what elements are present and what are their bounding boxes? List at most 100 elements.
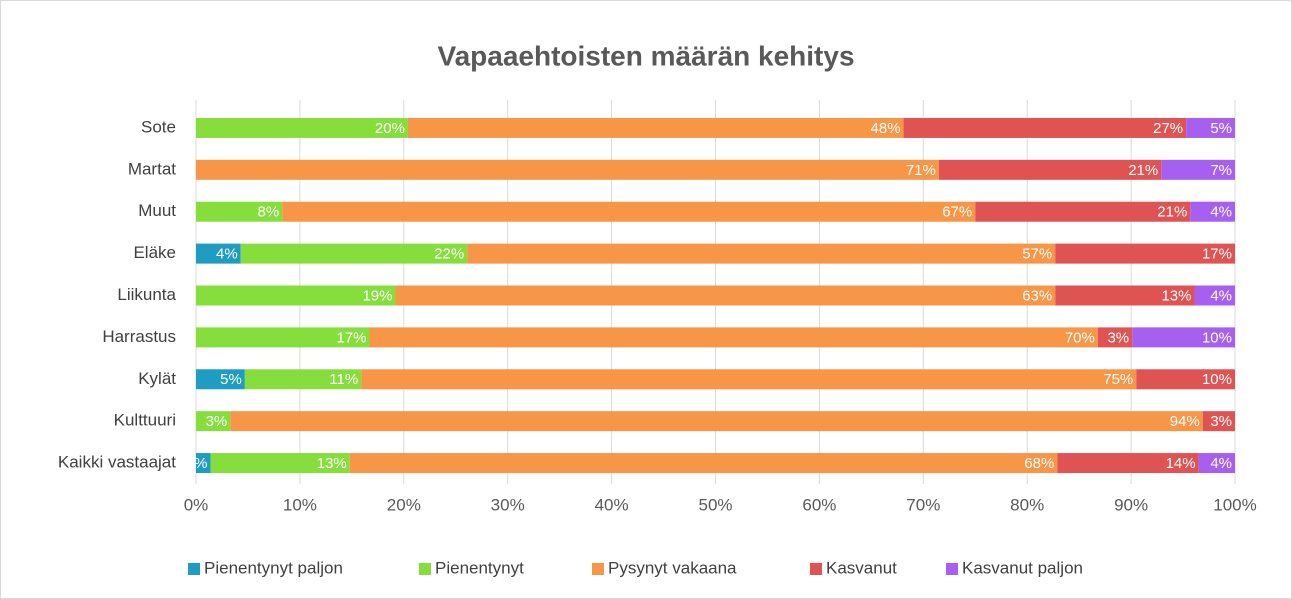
legend-label: Kasvanut paljon — [962, 558, 1083, 577]
y-tick-label: Kulttuuri — [114, 411, 176, 430]
y-tick-label: Kaikki vastaajat — [58, 453, 176, 472]
bar-segment — [196, 453, 211, 474]
data-label: 63% — [1022, 287, 1052, 304]
data-label: 10% — [1202, 371, 1232, 388]
bar-segment — [1136, 369, 1235, 390]
data-label: 3% — [1107, 329, 1129, 346]
bar-segment — [1190, 201, 1235, 222]
bar-segment — [1161, 159, 1235, 180]
bar-segment — [196, 159, 939, 180]
bar-segment — [196, 117, 408, 138]
bar-segment — [938, 159, 1162, 180]
bar-segment — [1186, 117, 1235, 138]
data-label: 57% — [1022, 246, 1052, 263]
bar-segment — [196, 243, 241, 264]
x-tick-label: 40% — [595, 495, 629, 514]
data-label: 4% — [216, 246, 238, 263]
data-label: 71% — [906, 162, 936, 179]
x-tick-label: 0% — [184, 495, 209, 514]
bar-segment — [230, 411, 1203, 432]
data-label: 14% — [1166, 455, 1196, 472]
bar-segment — [1055, 285, 1195, 306]
data-label: 75% — [1103, 371, 1133, 388]
bar-segment — [282, 201, 976, 222]
bar-segment — [395, 285, 1056, 306]
data-label: 5% — [220, 371, 242, 388]
data-label: 4% — [1210, 455, 1232, 472]
data-label: 21% — [1128, 162, 1158, 179]
x-tick-label: 100% — [1213, 495, 1256, 514]
bar-segment — [196, 327, 370, 348]
bar-segment — [369, 327, 1098, 348]
data-label: 48% — [871, 120, 901, 137]
data-label: 67% — [942, 204, 972, 221]
bar-segment — [196, 201, 283, 222]
y-tick-label: Eläke — [133, 243, 176, 262]
bar-segment — [903, 117, 1187, 138]
x-tick-label: 60% — [802, 495, 836, 514]
y-tick-label: Kylät — [138, 369, 176, 388]
bar-segment — [244, 369, 362, 390]
x-tick-label: 70% — [906, 495, 940, 514]
y-tick-label: Harrastus — [102, 327, 176, 346]
bar-segment — [240, 243, 468, 264]
bar-segment — [361, 369, 1137, 390]
data-label: 22% — [434, 246, 464, 263]
bar-segment — [1198, 453, 1235, 474]
bar-segment — [196, 285, 396, 306]
data-label: 94% — [1170, 413, 1200, 430]
y-tick-label: Muut — [138, 201, 176, 220]
x-tick-label: 80% — [1010, 495, 1044, 514]
data-label: 68% — [1024, 455, 1054, 472]
legend-swatch — [946, 563, 958, 575]
bar-segment — [1097, 327, 1133, 348]
data-label: 17% — [1202, 246, 1232, 263]
y-tick-label: Liikunta — [117, 285, 176, 304]
legend-swatch — [419, 563, 431, 575]
data-label: 21% — [1157, 204, 1187, 221]
data-label: 5% — [1210, 120, 1232, 137]
bar-segment — [467, 243, 1056, 264]
y-tick-label: Martat — [128, 159, 176, 178]
bar-segment — [1132, 327, 1235, 348]
bar-segment — [196, 411, 231, 432]
data-label: 1% — [186, 455, 208, 472]
bar-segment — [1202, 411, 1235, 432]
data-label: 3% — [1210, 413, 1232, 430]
legend-swatch — [188, 563, 200, 575]
legend-swatch — [592, 563, 604, 575]
x-tick-label: 20% — [387, 495, 421, 514]
data-label: 13% — [317, 455, 347, 472]
legend-label: Pysynyt vakaana — [608, 558, 737, 577]
legend-label: Pienentynyt paljon — [204, 558, 343, 577]
data-label: 70% — [1065, 329, 1095, 346]
y-tick-label: Sote — [141, 117, 176, 136]
legend-swatch — [810, 563, 822, 575]
x-tick-label: 50% — [698, 495, 732, 514]
x-tick-label: 10% — [283, 495, 317, 514]
legend-label: Pienentynyt — [435, 558, 524, 577]
data-label: 4% — [1210, 204, 1232, 221]
data-label: 19% — [362, 287, 392, 304]
bar-segment — [196, 369, 245, 390]
data-label: 27% — [1153, 120, 1183, 137]
data-label: 8% — [258, 204, 280, 221]
bar-segment — [1057, 453, 1199, 474]
data-label: 11% — [329, 371, 358, 388]
data-label: 3% — [206, 413, 228, 430]
chart-title: Vapaaehtoisten määrän kehitys — [437, 40, 854, 71]
data-label: 20% — [375, 120, 405, 137]
x-tick-label: 90% — [1114, 495, 1148, 514]
bar-segment — [407, 117, 904, 138]
data-label: 7% — [1210, 162, 1232, 179]
x-tick-label: 30% — [491, 495, 525, 514]
bar-segment — [349, 453, 1058, 474]
bar-segment — [1055, 243, 1235, 264]
data-label: 10% — [1202, 329, 1232, 346]
bar-segment — [1194, 285, 1235, 306]
data-label: 17% — [336, 329, 366, 346]
bar-segment — [975, 201, 1191, 222]
data-label: 13% — [1161, 287, 1191, 304]
bar-segment — [210, 453, 350, 474]
